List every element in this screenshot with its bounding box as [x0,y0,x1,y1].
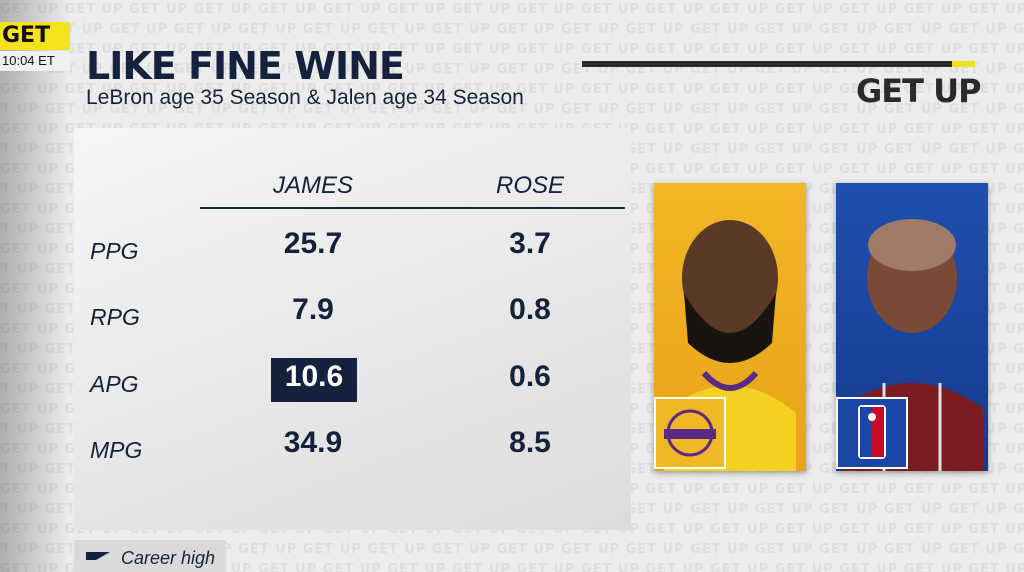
show-logo: GET UP [856,72,982,110]
value-rose-apg: 0.6 [509,360,551,393]
row-label-rpg: RPG [90,304,140,330]
value-rose-ppg: 3.7 [509,227,551,260]
background-pattern-row: GET UP GET UP GET UP GET UP GET UP GET U… [0,22,1024,37]
nba-logo-icon [836,397,908,469]
background-pattern-row: GET UP GET UP GET UP GET UP GET UP GET U… [0,542,1024,557]
top-accent-yellow [952,61,975,67]
top-accent-bar [582,61,975,67]
graphic-subtitle: LeBron age 35 Season & Jalen age 34 Seas… [86,86,524,109]
header-divider [200,207,625,209]
row-label-ppg: PPG [90,238,139,264]
career-high-highlight [271,358,357,402]
broadcast-time: 10:04 ET [0,51,70,71]
row-label-mpg: MPG [90,437,143,463]
column-header-rose: ROSE [495,172,564,199]
value-rose-rpg: 0.8 [509,293,551,326]
value-james-mpg: 34.9 [283,426,343,459]
value-rose-mpg: 8.5 [509,426,551,459]
value-james-apg: 10.6 [284,360,344,393]
background-pattern-row: GET UP GET UP GET UP GET UP GET UP GET U… [0,562,1024,572]
background-pattern-row: GET UP GET UP GET UP GET UP GET UP GET U… [0,42,1024,57]
background-pattern-row: GET UP GET UP GET UP GET UP GET UP GET U… [0,102,1024,117]
row-label-apg: APG [90,371,139,397]
value-james-rpg: 7.9 [292,293,334,326]
stats-panel [74,128,631,530]
value-james-ppg: 25.7 [283,227,343,260]
left-shade [0,0,70,572]
background-pattern-row: GET UP GET UP GET UP GET UP GET UP GET U… [0,2,1024,17]
graphic-title: LIKE FINE WINE [86,44,405,88]
lakers-logo-icon [654,397,726,469]
background-pattern-row: GET UP GET UP GET UP GET UP GET UP GET U… [0,82,1024,97]
column-header-james: JAMES [272,172,353,199]
legend-label: Career high [121,548,216,568]
channel-bug-logo: GET UP [0,22,70,76]
career-high-swatch-icon [86,552,110,560]
